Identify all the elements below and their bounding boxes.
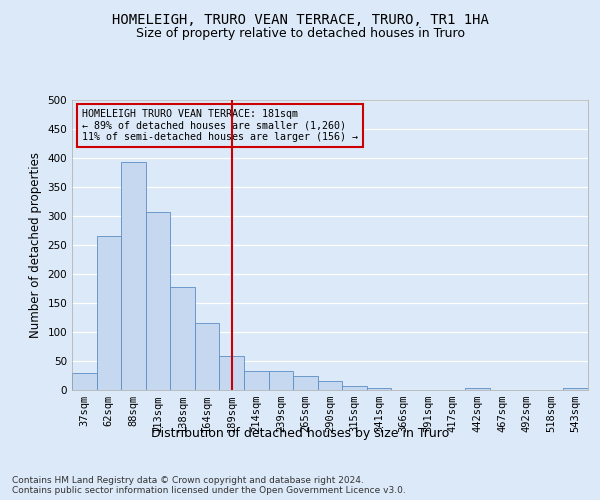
Bar (465, 388, 490, 390)
Bar (146, 212, 170, 390)
Bar (97, 236, 121, 390)
Bar (195, 324, 220, 390)
Bar (72, 372, 97, 390)
Bar (269, 371, 293, 390)
Bar (342, 386, 367, 390)
Bar (293, 376, 318, 390)
Text: Size of property relative to detached houses in Truro: Size of property relative to detached ho… (136, 28, 464, 40)
Text: Contains HM Land Registry data © Crown copyright and database right 2024.
Contai: Contains HM Land Registry data © Crown c… (12, 476, 406, 495)
Bar (244, 371, 269, 390)
Text: Distribution of detached houses by size in Truro: Distribution of detached houses by size … (151, 428, 449, 440)
Text: HOMELEIGH, TRURO VEAN TERRACE, TRURO, TR1 1HA: HOMELEIGH, TRURO VEAN TERRACE, TRURO, TR… (112, 12, 488, 26)
Bar (121, 162, 146, 390)
Bar (367, 388, 391, 390)
Y-axis label: Number of detached properties: Number of detached properties (29, 152, 42, 338)
Bar (170, 287, 195, 390)
Bar (220, 356, 244, 390)
Bar (318, 382, 342, 390)
Bar (563, 388, 588, 390)
Text: HOMELEIGH TRURO VEAN TERRACE: 181sqm
← 89% of detached houses are smaller (1,260: HOMELEIGH TRURO VEAN TERRACE: 181sqm ← 8… (82, 108, 358, 142)
